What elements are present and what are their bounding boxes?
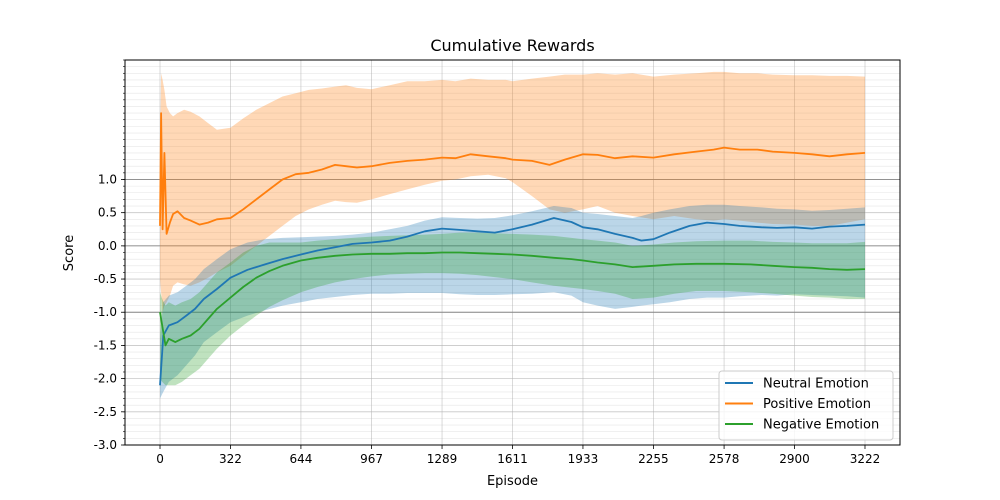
- x-tick-label: 967: [360, 452, 383, 466]
- x-axis: 0 322 644 967 1289 1611 1933 2255 2578 2900 3222: [156, 445, 880, 466]
- y-tick-label: -2.5: [94, 405, 117, 419]
- series-line: [159, 217, 866, 386]
- confidence-band: [160, 71, 865, 313]
- y-tick-label: -1.5: [94, 338, 117, 352]
- x-tick-label: 3222: [850, 452, 881, 466]
- y-tick-label: -3.0: [94, 438, 117, 452]
- y-axis-label: Score: [62, 235, 77, 271]
- x-tick-label: 644: [289, 452, 312, 466]
- y-tick-label: 0.5: [98, 206, 117, 220]
- x-tick-label: 1289: [427, 452, 458, 466]
- legend-label: Positive Emotion: [763, 397, 871, 412]
- bands: [160, 71, 865, 399]
- chart-title: Cumulative Rewards: [430, 36, 594, 55]
- x-tick-label: 2255: [638, 452, 669, 466]
- legend-label: Neutral Emotion: [763, 377, 869, 392]
- confidence-band: [160, 232, 865, 386]
- x-tick-label: 322: [219, 452, 242, 466]
- y-tick-label: -1.0: [94, 305, 117, 319]
- legend-box: [718, 370, 894, 441]
- x-axis-label: Episode: [487, 474, 538, 489]
- x-tick-label: 0: [156, 452, 164, 466]
- x-tick-label: 1933: [568, 452, 599, 466]
- y-tick-label: -0.5: [94, 272, 117, 286]
- lines: [159, 112, 866, 386]
- legend: Neutral Emotion Positive Emotion Negative …: [718, 370, 894, 441]
- x-tick-label: 2578: [709, 452, 740, 466]
- x-tick-label: 2900: [779, 452, 810, 466]
- confidence-band: [160, 204, 865, 399]
- x-tick-label: 1611: [497, 452, 528, 466]
- y-tick-label: 1.0: [98, 172, 117, 186]
- series-line: [159, 112, 866, 235]
- y-axis: -3.0 -2.5 -2.0 -1.5 -1.0 -0.5 0.0 0.5 1.0: [94, 59, 125, 452]
- legend-label: Negative Emotion: [763, 418, 879, 433]
- y-tick-label: 0.0: [98, 239, 117, 253]
- y-tick-label: -2.0: [94, 372, 117, 386]
- series-line: [159, 251, 866, 347]
